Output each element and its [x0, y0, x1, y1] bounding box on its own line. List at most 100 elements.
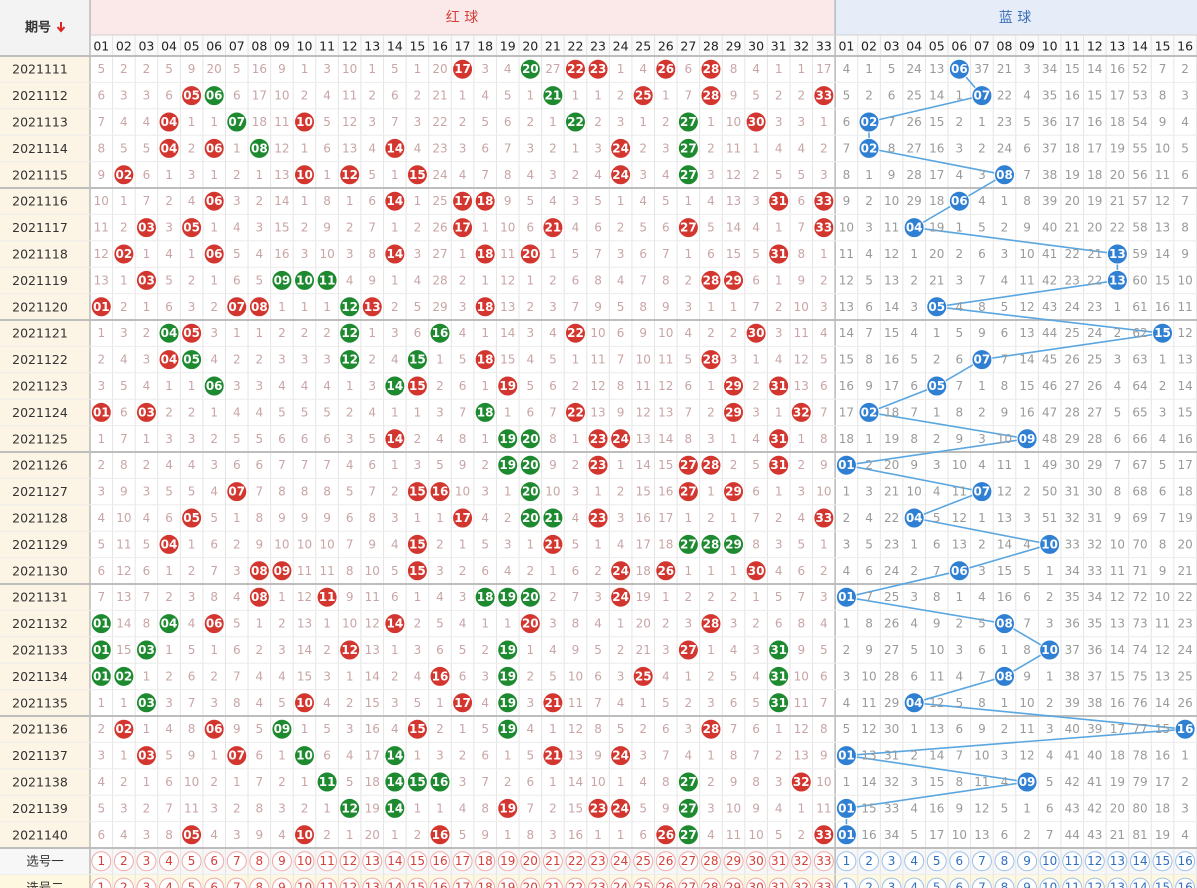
- pick-circle[interactable]: [317, 851, 338, 872]
- miss-count: 8: [956, 405, 964, 419]
- pick-circle[interactable]: [1152, 851, 1173, 872]
- pick-circle[interactable]: [91, 851, 112, 872]
- pick-circle[interactable]: [859, 851, 880, 872]
- pick-circle[interactable]: [926, 851, 947, 872]
- pick-circle[interactable]: [226, 851, 247, 872]
- miss-count: 2: [256, 643, 264, 657]
- pick-number: 27: [681, 881, 696, 888]
- miss-count: 3: [639, 168, 647, 182]
- sort-arrow[interactable]: [56, 22, 66, 33]
- drawn-ball: [768, 428, 790, 450]
- pick-circle[interactable]: [813, 851, 834, 872]
- pick-circle[interactable]: [452, 851, 473, 872]
- drawn-ball: [429, 322, 451, 344]
- column-number: 15: [409, 39, 425, 54]
- pick-circle[interactable]: [384, 851, 405, 872]
- miss-count: 4: [414, 273, 422, 287]
- pick-circle[interactable]: [407, 851, 428, 872]
- pick-circle[interactable]: [1017, 851, 1038, 872]
- pick-circle[interactable]: [362, 851, 383, 872]
- miss-count: 2: [278, 326, 286, 340]
- pick-circle[interactable]: [1062, 851, 1083, 872]
- miss-count: 5: [97, 62, 105, 76]
- issue-number: 2021126: [12, 458, 68, 473]
- miss-count: 3: [910, 775, 918, 789]
- miss-count: 2: [617, 89, 625, 103]
- miss-count: 5: [843, 722, 851, 736]
- ball-number: 01: [93, 643, 110, 657]
- pick-circle[interactable]: [475, 851, 496, 872]
- miss-count: 3: [1181, 801, 1189, 815]
- miss-count: 6: [278, 432, 286, 446]
- ball-number: 19: [499, 801, 516, 815]
- pick-circle[interactable]: [994, 851, 1015, 872]
- pick-number: 14: [387, 854, 402, 868]
- pick-circle[interactable]: [520, 851, 541, 872]
- miss-count: 24: [907, 62, 922, 76]
- miss-count: 2: [346, 696, 354, 710]
- miss-count: 2: [1023, 485, 1031, 499]
- miss-count: 4: [278, 379, 286, 393]
- miss-count: 4: [481, 511, 489, 525]
- pick-circle[interactable]: [678, 851, 699, 872]
- pick-circle[interactable]: [429, 851, 450, 872]
- column-number: 33: [816, 39, 832, 54]
- pick-circle[interactable]: [881, 851, 902, 872]
- miss-count: 1: [685, 194, 693, 208]
- miss-count: 1: [414, 62, 422, 76]
- miss-count: 12: [658, 379, 673, 393]
- ball-number: 14: [386, 247, 403, 261]
- pick-circle[interactable]: [542, 851, 563, 872]
- pick-circle[interactable]: [113, 851, 134, 872]
- pick-circle[interactable]: [723, 851, 744, 872]
- pick-circle[interactable]: [633, 851, 654, 872]
- pick-circle[interactable]: [565, 851, 586, 872]
- pick-circle[interactable]: [700, 851, 721, 872]
- pick-circle[interactable]: [497, 851, 518, 872]
- pick-circle[interactable]: [836, 851, 857, 872]
- pick-circle[interactable]: [159, 851, 180, 872]
- ball-number: 21: [545, 221, 562, 235]
- miss-count: 1: [301, 194, 309, 208]
- pick-circle[interactable]: [768, 851, 789, 872]
- pick-circle[interactable]: [204, 851, 225, 872]
- pick-number: 10: [1042, 881, 1057, 888]
- pick-circle[interactable]: [1129, 851, 1150, 872]
- ball-number: 19: [499, 590, 516, 604]
- miss-count: 2: [933, 353, 941, 367]
- pick-circle[interactable]: [1039, 851, 1060, 872]
- pick-circle[interactable]: [949, 851, 970, 872]
- ball-number: 05: [183, 221, 200, 235]
- drawn-ball: [339, 349, 361, 371]
- miss-count: 1: [97, 696, 105, 710]
- pick-circle[interactable]: [136, 851, 157, 872]
- miss-count: 14: [839, 326, 854, 340]
- ball-number: 27: [680, 775, 697, 789]
- pick-circle[interactable]: [610, 851, 631, 872]
- drawn-ball: [835, 586, 857, 608]
- pick-circle[interactable]: [588, 851, 609, 872]
- pick-circle[interactable]: [294, 851, 315, 872]
- miss-count: 4: [256, 696, 264, 710]
- miss-count: 14: [658, 432, 673, 446]
- pick-circle[interactable]: [181, 851, 202, 872]
- pick-circle[interactable]: [904, 851, 925, 872]
- pick-circle[interactable]: [249, 851, 270, 872]
- ball-number: 31: [770, 458, 787, 472]
- pick-circle[interactable]: [339, 851, 360, 872]
- pick-circle[interactable]: [971, 851, 992, 872]
- pick-circle[interactable]: [271, 851, 292, 872]
- miss-count: 9: [301, 511, 309, 525]
- pick-circle[interactable]: [791, 851, 812, 872]
- pick-circle[interactable]: [1175, 851, 1196, 872]
- ball-number: 08: [251, 141, 268, 155]
- pick-circle[interactable]: [655, 851, 676, 872]
- issue-cell-bg: [0, 663, 90, 690]
- miss-count: 1: [843, 775, 851, 789]
- pick-circle[interactable]: [746, 851, 767, 872]
- pick-circle[interactable]: [1107, 851, 1128, 872]
- miss-count: 7: [256, 775, 264, 789]
- miss-count: 3: [956, 141, 964, 155]
- pick-circle[interactable]: [1084, 851, 1105, 872]
- miss-count: 15: [365, 696, 380, 710]
